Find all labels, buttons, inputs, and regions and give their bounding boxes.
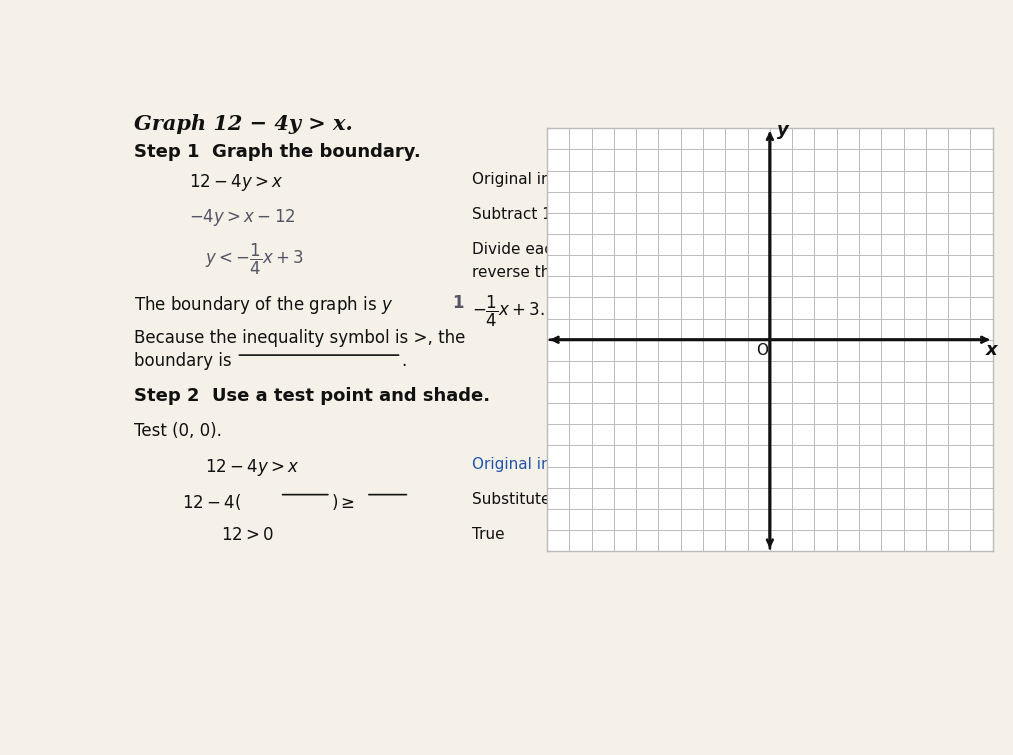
Text: Substitute.: Substitute.: [472, 492, 555, 507]
Text: The boundary of the graph is $y$: The boundary of the graph is $y$: [135, 294, 394, 316]
Text: boundary is: boundary is: [135, 352, 232, 370]
Text: .: .: [401, 352, 406, 370]
Text: O: O: [757, 343, 769, 358]
Text: x: x: [986, 341, 998, 359]
Text: True: True: [472, 527, 504, 541]
Text: reverse the inequality symbol.: reverse the inequality symbol.: [472, 265, 705, 280]
Text: $-\dfrac{1}{4}x + 3.$: $-\dfrac{1}{4}x + 3.$: [472, 294, 545, 329]
Text: $12 - 4y > x$: $12 - 4y > x$: [206, 457, 300, 478]
Text: Original inequality: Original inequality: [472, 172, 613, 187]
Text: $) \geq$: $) \geq$: [331, 492, 355, 512]
Text: $12 - 4y > x$: $12 - 4y > x$: [189, 172, 284, 193]
Text: Because the inequality symbol is >, the: Because the inequality symbol is >, the: [135, 329, 466, 347]
Text: $12 - 4($: $12 - 4($: [181, 492, 241, 512]
Text: Divide each side by −4, and: Divide each side by −4, and: [472, 242, 688, 257]
Text: $y < -\dfrac{1}{4}x + 3$: $y < -\dfrac{1}{4}x + 3$: [206, 242, 304, 277]
Text: Test (0, 0).: Test (0, 0).: [135, 422, 222, 440]
Text: Step 2  Use a test point and shade.: Step 2 Use a test point and shade.: [135, 387, 490, 405]
Text: Subtract 12 from each side.: Subtract 12 from each side.: [472, 207, 685, 222]
Text: $12 > 0$: $12 > 0$: [221, 527, 274, 544]
Text: $-4y > x - 12$: $-4y > x - 12$: [189, 207, 296, 228]
Text: Original inequality: Original inequality: [472, 457, 613, 472]
Text: y: y: [777, 121, 788, 139]
Text: $\mathbf{1}$: $\mathbf{1}$: [453, 294, 465, 312]
Text: Graph 12 − 4y > x.: Graph 12 − 4y > x.: [135, 114, 354, 134]
Text: Step 1  Graph the boundary.: Step 1 Graph the boundary.: [135, 143, 421, 161]
